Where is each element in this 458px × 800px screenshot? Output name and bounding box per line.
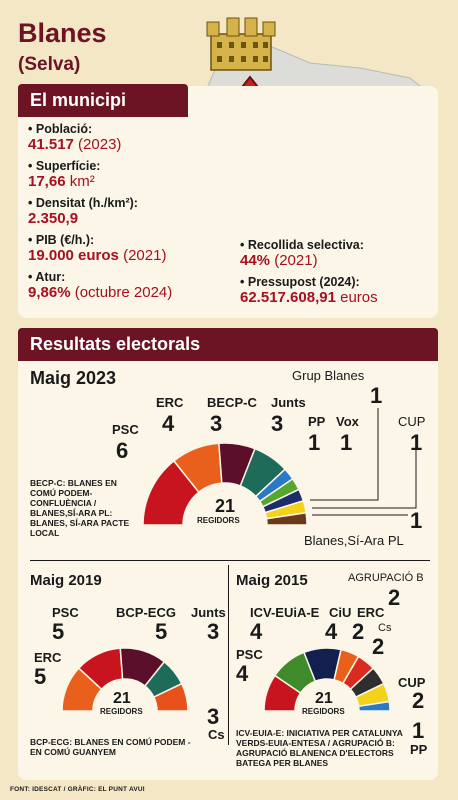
recollida-label: Recollida selectiva: bbox=[240, 238, 440, 252]
e2019-cs-name: Cs bbox=[208, 727, 225, 742]
e2015-cs-seats: 2 bbox=[372, 634, 385, 659]
e2015-psc-seats: 4 bbox=[236, 661, 249, 686]
e2023-becp-name: BECP-C bbox=[207, 395, 257, 410]
e2015-pp-seats: 1 bbox=[412, 718, 425, 743]
results-heading: Resultats electorals bbox=[18, 328, 438, 361]
e2023-regidors: REGIDORS bbox=[197, 516, 240, 525]
e2023-grupblanes-seats: 1 bbox=[370, 383, 383, 408]
e2023-psc-seats: 6 bbox=[116, 438, 129, 463]
municipi-heading: El municipi bbox=[18, 84, 188, 117]
e2019-psc-name: PSC bbox=[52, 605, 79, 620]
densitat-value: 2.350,9 bbox=[28, 210, 79, 227]
e2019-psc-seats: 5 bbox=[52, 619, 65, 644]
e2019-bcp-name: BCP-ECG bbox=[116, 605, 176, 620]
e2015-erc-seats: 2 bbox=[352, 619, 365, 644]
e2023-segment-blanes-s-ara-pl bbox=[265, 511, 308, 526]
superficie-value: 17,66 km² bbox=[28, 173, 95, 190]
pressupost-value: 62.517.608,91 euros bbox=[240, 289, 378, 306]
densitat-label: Densitat (h./km²): bbox=[28, 196, 218, 210]
e2023-total: 21 bbox=[215, 496, 236, 516]
e2019-total: 21 bbox=[113, 690, 131, 707]
e2023-cup-name: CUP bbox=[398, 414, 426, 429]
e2019-bcp-seats: 5 bbox=[155, 619, 168, 644]
e2023-erc-seats: 4 bbox=[162, 411, 175, 436]
poblacio-label: Població: bbox=[28, 122, 218, 136]
e2015-icv-seats: 4 bbox=[250, 619, 263, 644]
e2015-cup-name: CUP bbox=[398, 675, 426, 690]
pib-value: 19.000 euros (2021) bbox=[28, 247, 167, 264]
e2015-total: 21 bbox=[315, 690, 333, 707]
section-divider-top bbox=[30, 560, 430, 561]
page-title: Blanes bbox=[18, 18, 107, 48]
e2019-title: Maig 2019 bbox=[30, 572, 102, 589]
e2019-junts-name: Junts bbox=[191, 605, 226, 620]
e2019-cs-seats: 3 bbox=[207, 704, 220, 729]
e2023-pp-seats: 1 bbox=[308, 430, 321, 455]
section-divider bbox=[228, 565, 229, 745]
municipi-stats-right: Recollida selectiva: 44% (2021) Pressupo… bbox=[240, 238, 440, 306]
municipi-stats: Població: 41.517 (2023) Superfície: 17,6… bbox=[28, 122, 218, 301]
e2015-ciu-name: CiU bbox=[329, 605, 352, 620]
e2015-erc-name: ERC bbox=[357, 605, 385, 620]
pib-label: PIB (€/h.): bbox=[28, 233, 218, 247]
recollida-value: 44% (2021) bbox=[240, 252, 318, 269]
e2023-hemicycle bbox=[142, 442, 308, 526]
e2023-erc-name: ERC bbox=[156, 395, 184, 410]
e2019-junts-seats: 3 bbox=[207, 619, 220, 644]
e2019-erc-seats: 5 bbox=[34, 664, 47, 689]
superficie-label: Superfície: bbox=[28, 159, 218, 173]
e2023-note: BECP-C: BLANES EN COMÚ PODEM-CONFLUÈNCIA… bbox=[30, 478, 130, 538]
footer-source: FONT: IDESCAT / GRÀFIC: EL PUNT AVUI bbox=[10, 786, 145, 793]
e2023-junts-seats: 3 bbox=[271, 411, 284, 436]
pressupost-label: Pressupost (2024): bbox=[240, 275, 440, 289]
e2023-vox-name: Vox bbox=[336, 414, 359, 429]
poblacio-value: 41.517 (2023) bbox=[28, 136, 122, 153]
e2015-note: ICV-EUIA-E: INICIATIVA PER CATALUNYA VER… bbox=[236, 728, 403, 768]
e2015-cs-name: Cs bbox=[378, 622, 392, 634]
e2023-vox-seats: 1 bbox=[340, 430, 353, 455]
e2023-pp-name: PP bbox=[308, 414, 326, 429]
e2015-regidors: REGIDORS bbox=[302, 707, 345, 716]
e2019-segment-cs bbox=[152, 682, 189, 712]
crown-icon bbox=[206, 17, 276, 71]
atur-value: 9,86% (octubre 2024) bbox=[28, 284, 173, 301]
e2015-title: Maig 2015 bbox=[236, 572, 308, 589]
e2015-psc-name: PSC bbox=[236, 647, 263, 662]
e2015-segment-pp bbox=[357, 700, 391, 712]
e2023-leader-lines bbox=[310, 408, 417, 516]
e2015-agrupacio-seats: 2 bbox=[388, 585, 401, 610]
atur-label: Atur: bbox=[28, 270, 218, 284]
e2023-blanessi-name: Blanes,Sí-Ara PL bbox=[304, 533, 404, 548]
e2019-note: BCP-ECG: BLANES EN COMÚ PODEM - EN COMÚ … bbox=[30, 737, 191, 757]
e2015-icv-name: ICV-EUiA-E bbox=[250, 605, 320, 620]
e2015-ciu-seats: 4 bbox=[325, 619, 338, 644]
e2019-hemicycle bbox=[61, 647, 189, 712]
e2023-junts-name: Junts bbox=[271, 395, 306, 410]
e2023-grupblanes-name: Grup Blanes bbox=[292, 368, 365, 383]
e2015-cup-seats: 2 bbox=[412, 688, 425, 713]
e2015-pp-name: PP bbox=[410, 742, 428, 757]
e2015-hemicycle bbox=[263, 647, 391, 712]
e2019-erc-name: ERC bbox=[34, 650, 62, 665]
e2023-title: Maig 2023 bbox=[30, 368, 117, 388]
e2023-psc-name: PSC bbox=[112, 422, 139, 437]
e2015-agrupacio-name: AGRUPACIÓ B bbox=[348, 572, 424, 584]
e2019-regidors: REGIDORS bbox=[100, 707, 143, 716]
e2023-becp-seats: 3 bbox=[210, 411, 223, 436]
page-subtitle: (Selva) bbox=[18, 54, 81, 75]
e2023-blanessi-seats: 1 bbox=[410, 508, 423, 533]
